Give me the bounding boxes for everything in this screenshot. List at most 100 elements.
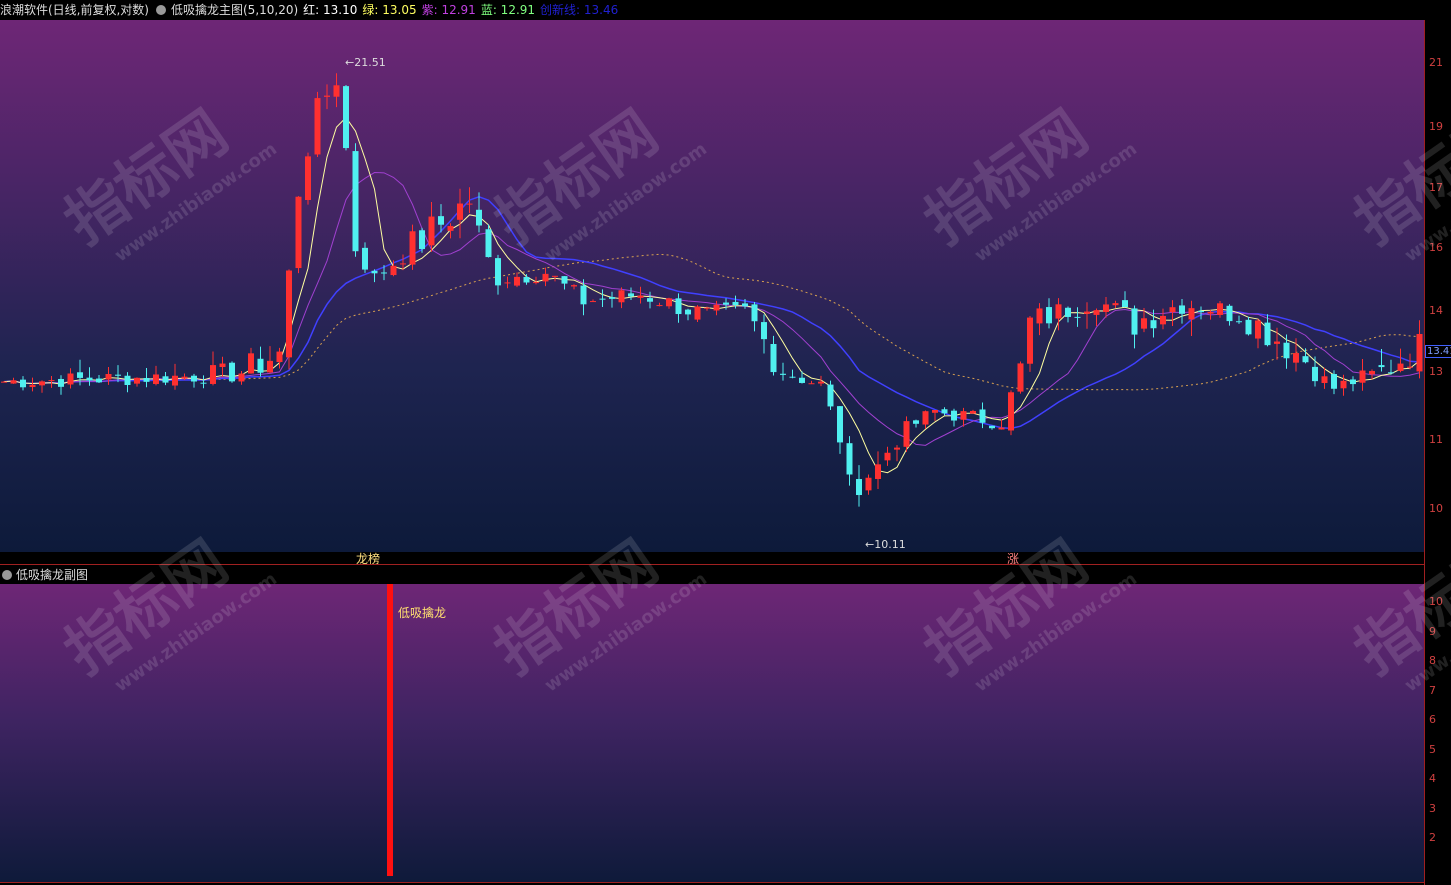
- candle-body: [903, 421, 910, 447]
- time-axis: [0, 882, 1424, 885]
- sub-menu-icon[interactable]: [2, 569, 12, 580]
- candle-body: [799, 377, 805, 383]
- candle-body: [628, 293, 634, 297]
- marker-zhang: 涨: [1007, 552, 1020, 566]
- indicator-title[interactable]: 低吸擒龙主图(5,10,20): [171, 3, 299, 17]
- price-tick: 11: [1429, 433, 1443, 446]
- candle-body: [998, 427, 1005, 430]
- candle-body: [409, 231, 416, 265]
- candle-body: [1017, 363, 1024, 392]
- marker-longbang: 龙榜: [356, 552, 381, 566]
- candle-body: [191, 375, 197, 382]
- candle-body: [210, 365, 216, 384]
- candle-body: [1150, 320, 1157, 329]
- price-tick: 17: [1429, 181, 1443, 194]
- candle-body: [86, 377, 93, 381]
- candle-body: [267, 360, 273, 373]
- candle-body: [314, 98, 321, 155]
- candle-body: [115, 374, 121, 376]
- candle-body: [884, 452, 891, 461]
- candle-body: [438, 216, 444, 225]
- candle-body: [96, 378, 102, 383]
- candle-body: [742, 303, 748, 307]
- candle-body: [48, 380, 55, 382]
- candle-body: [856, 479, 862, 496]
- candle-body: [1226, 305, 1233, 322]
- candle-body: [457, 203, 463, 220]
- sub-tick: 3: [1429, 801, 1436, 815]
- indicator-value: 创新线: 13.46: [540, 3, 619, 17]
- candle-body: [200, 382, 207, 384]
- candle-body: [1131, 308, 1138, 335]
- candle-body: [371, 270, 378, 274]
- candle-body: [979, 409, 986, 423]
- candle-body: [1264, 322, 1271, 346]
- candle-body: [229, 362, 235, 382]
- candle-body: [1340, 380, 1347, 389]
- indicator-value: 绿: 13.05: [362, 3, 417, 17]
- price-tick: 19: [1429, 120, 1443, 133]
- sub-chart-title[interactable]: 低吸擒龙副图: [16, 568, 89, 582]
- candle-body: [419, 230, 425, 250]
- candle-body: [466, 203, 473, 205]
- candle-body: [77, 372, 83, 378]
- candle-body: [552, 275, 558, 277]
- candle-body: [780, 373, 786, 375]
- candle-body: [761, 322, 767, 340]
- candle-body: [305, 156, 311, 201]
- indicator-value: 蓝: 12.91: [480, 3, 536, 17]
- candle-body: [875, 464, 881, 479]
- candle-body: [523, 276, 530, 283]
- candle-body: [428, 216, 435, 246]
- candle-body: [1217, 303, 1223, 315]
- candle-body: [390, 265, 397, 276]
- candle-body: [609, 297, 615, 299]
- ma5-line: [3, 116, 1420, 474]
- candle-body: [1255, 320, 1261, 339]
- candle-body: [153, 374, 159, 384]
- sub-chart[interactable]: 低吸擒龙: [0, 584, 1424, 882]
- candle-body: [846, 443, 853, 475]
- candle-body: [1179, 305, 1185, 314]
- candle-body: [1112, 303, 1119, 306]
- candle-body: [248, 353, 254, 374]
- candle-body: [561, 276, 568, 284]
- sub-chart-header: 低吸擒龙副图: [0, 564, 1451, 584]
- candle-body: [1350, 379, 1356, 385]
- candle-body: [685, 309, 691, 315]
- candle-body: [704, 307, 710, 309]
- candle-body: [789, 376, 796, 378]
- price-tick: 13: [1429, 365, 1443, 378]
- candle-body: [599, 298, 606, 300]
- candle-body: [1407, 366, 1413, 368]
- ma20-line: [3, 196, 1420, 430]
- indicator-menu-icon[interactable]: [156, 4, 166, 15]
- candle-body: [162, 376, 169, 383]
- candle-body: [533, 282, 539, 284]
- candle-body: [1084, 311, 1090, 314]
- candle-body: [1397, 363, 1404, 371]
- candle-body: [571, 285, 577, 287]
- candle-body: [1302, 356, 1309, 363]
- candle-body: [1274, 341, 1280, 344]
- candle-body: [941, 409, 948, 414]
- candle-body: [257, 358, 264, 373]
- candle-body: [542, 273, 549, 282]
- candle-body: [352, 151, 359, 252]
- candle-body: [770, 344, 777, 373]
- sub-tick: 8: [1429, 654, 1436, 667]
- candle-body: [447, 226, 454, 231]
- signal-label: 低吸擒龙: [398, 606, 447, 620]
- candle-body: [1, 381, 7, 383]
- candle-body: [1188, 308, 1195, 320]
- candle-body: [656, 305, 663, 307]
- candle-body: [694, 306, 701, 320]
- main-chart[interactable]: ←10.11 ←21.51: [0, 20, 1424, 552]
- high-label: ←21.51: [345, 56, 386, 69]
- candle-body: [1065, 307, 1071, 317]
- candle-body: [590, 301, 596, 303]
- candle-body: [932, 410, 938, 413]
- candle-body: [1331, 374, 1337, 389]
- candle-body: [913, 420, 919, 424]
- candle-body: [970, 410, 976, 414]
